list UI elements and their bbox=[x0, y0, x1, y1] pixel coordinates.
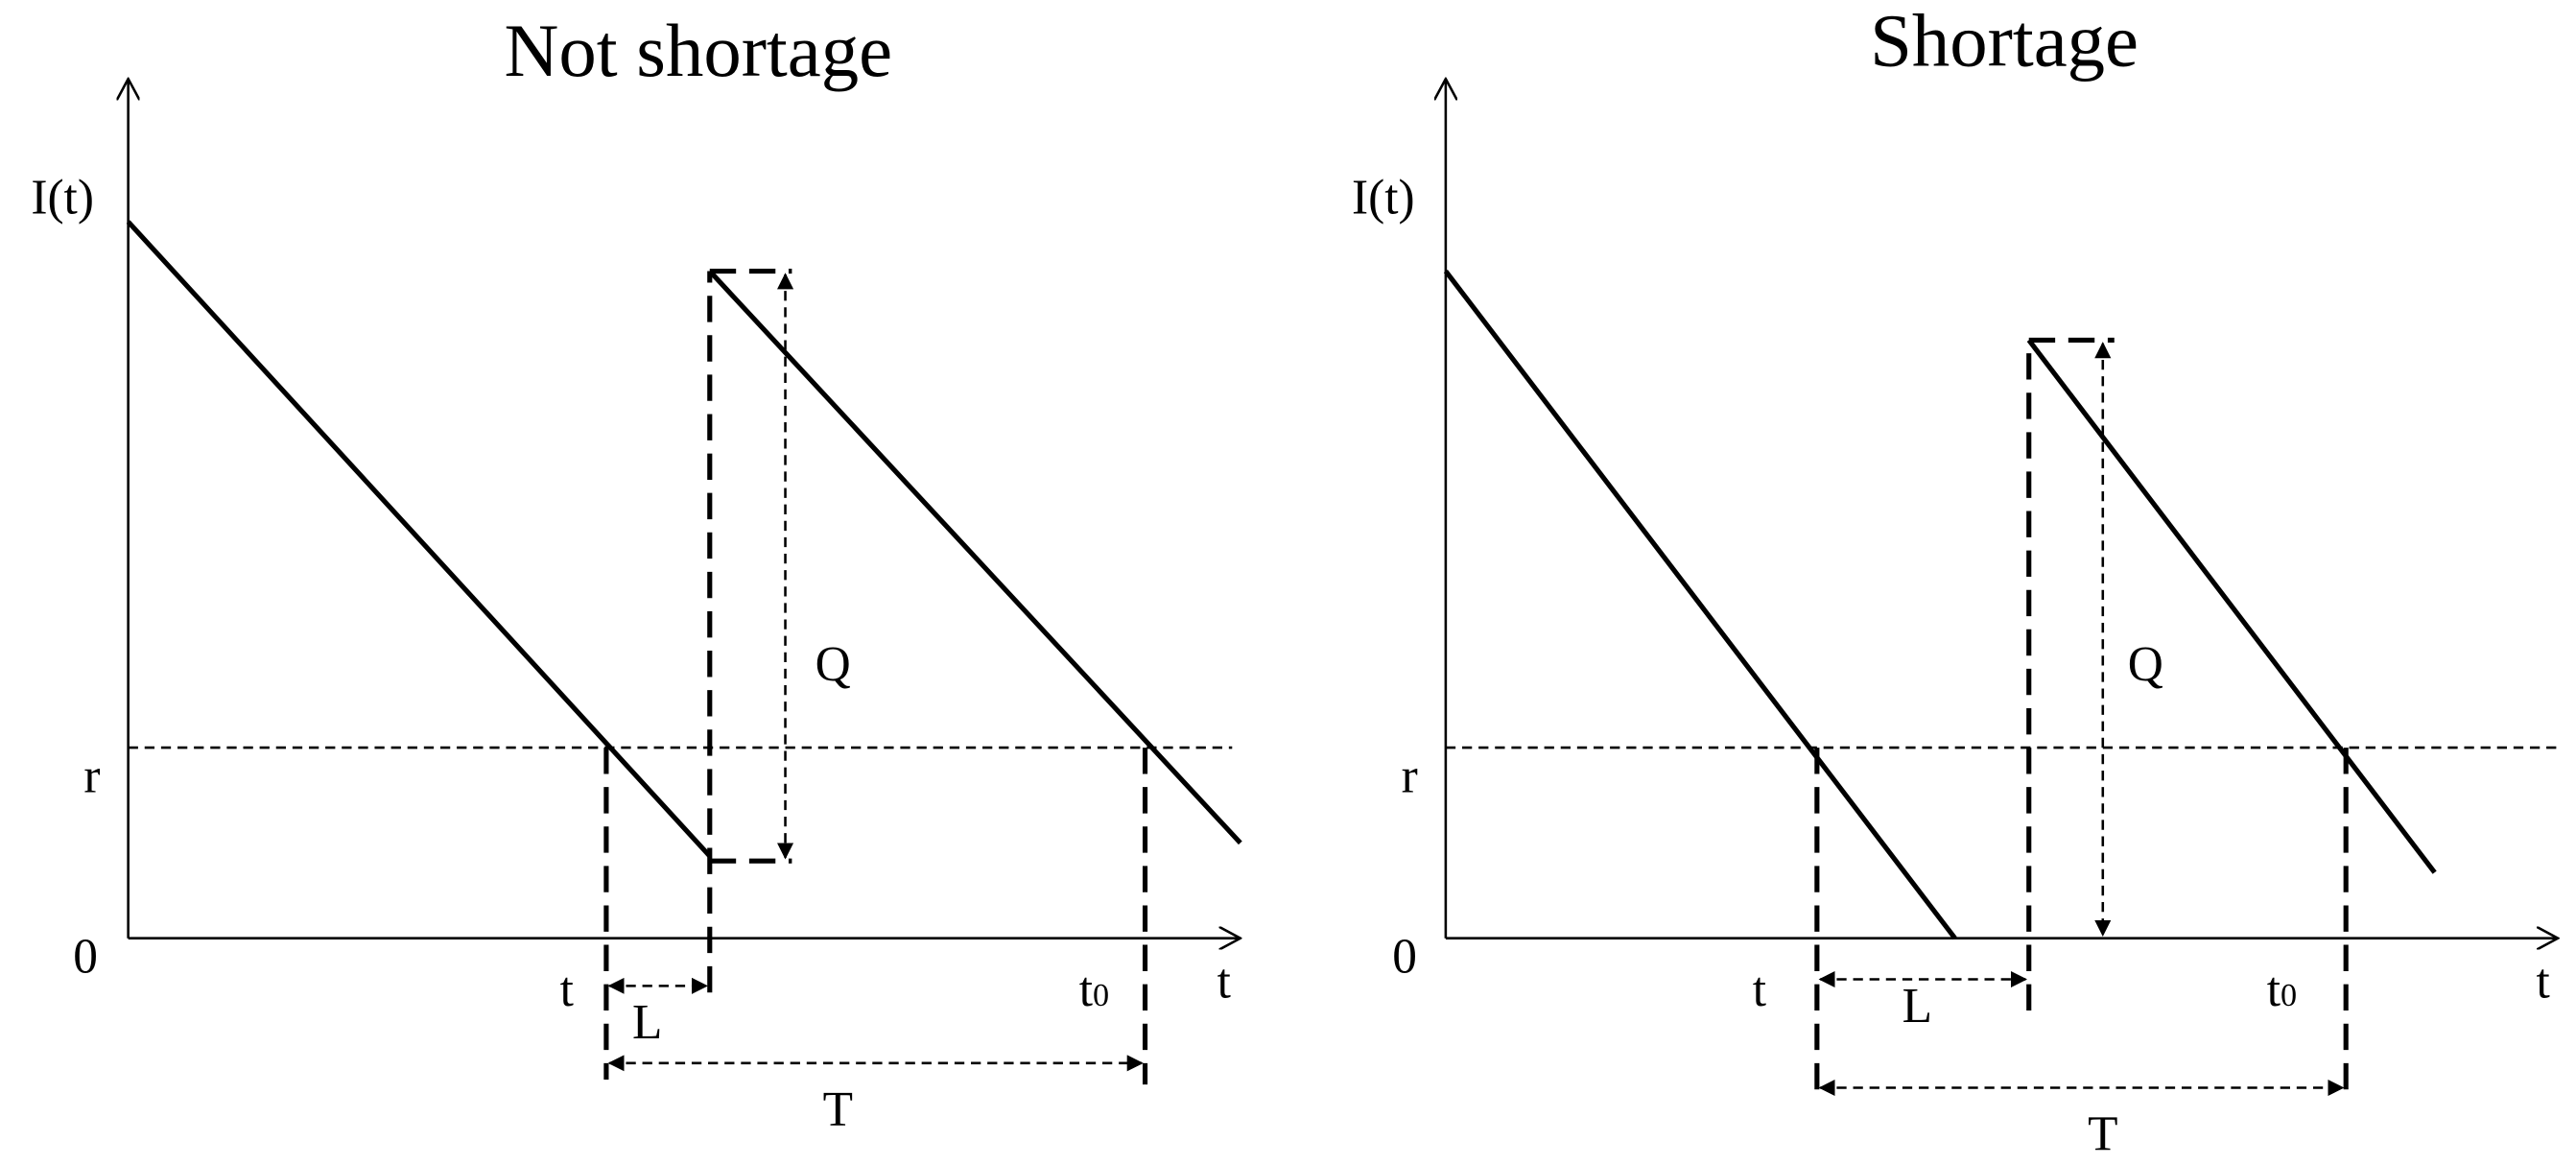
arrival-time-main: t bbox=[1079, 963, 1093, 1017]
lead-time-label: L bbox=[1902, 979, 1932, 1034]
panel-title: Not shortage bbox=[504, 10, 892, 93]
cycle-label: T bbox=[823, 1082, 853, 1137]
quantity-label: Q bbox=[815, 637, 851, 692]
inventory-line bbox=[707, 269, 1242, 845]
inventory-line bbox=[126, 220, 712, 858]
arrival-time-sub: 0 bbox=[2281, 977, 2297, 1013]
x-axis-label: t bbox=[2537, 954, 2550, 1009]
arrival-time-label: t0 bbox=[1079, 963, 1109, 1017]
quantity-label: Q bbox=[2128, 637, 2163, 692]
y-axis-label: I(t) bbox=[1352, 171, 1415, 226]
panel-shortage: Shortage I(t) t 0 r Q L t t0 T bbox=[1352, 0, 2558, 1162]
panel-title: Shortage bbox=[1870, 0, 2139, 83]
reorder-label: r bbox=[83, 749, 100, 803]
order-time-label: t bbox=[1753, 963, 1766, 1017]
lead-time-label: L bbox=[632, 995, 662, 1050]
panel-not-shortage: Not shortage I(t) t 0 r Q L t t0 T bbox=[31, 10, 1242, 1137]
origin-label: 0 bbox=[73, 930, 98, 985]
inventory-line bbox=[1443, 269, 1957, 940]
order-time-label: t bbox=[560, 963, 574, 1017]
y-axis-label: I(t) bbox=[31, 171, 94, 226]
reorder-label: r bbox=[1402, 749, 1418, 803]
arrival-time-main: t bbox=[2267, 963, 2281, 1017]
cycle-label: T bbox=[2088, 1107, 2117, 1162]
arrival-time-sub: 0 bbox=[1093, 977, 1109, 1013]
x-axis-label: t bbox=[1217, 954, 1231, 1009]
origin-label: 0 bbox=[1392, 930, 1417, 985]
inventory-line bbox=[2026, 338, 2437, 874]
arrival-time-label: t0 bbox=[2267, 963, 2297, 1017]
